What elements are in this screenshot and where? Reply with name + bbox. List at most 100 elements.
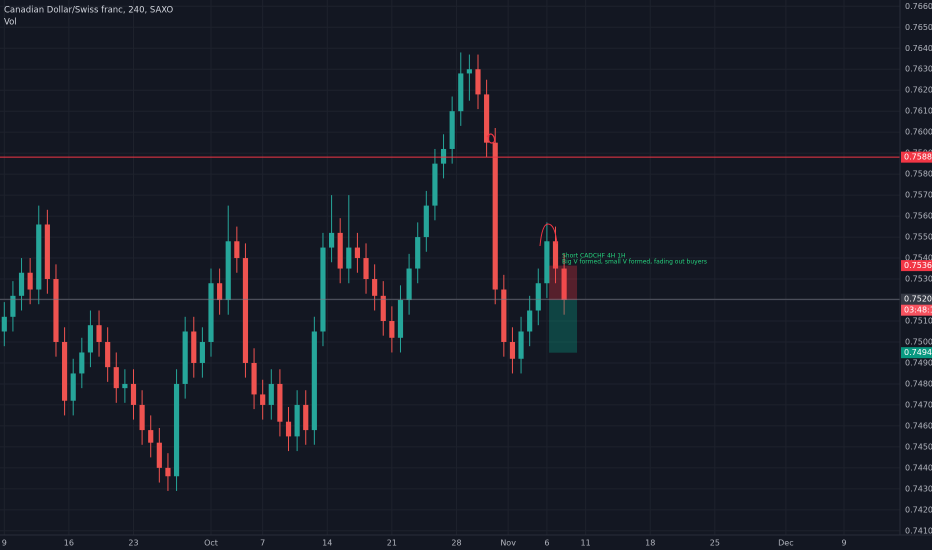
last-price-label: 0.75204 bbox=[904, 295, 932, 304]
candle-body bbox=[440, 148, 447, 164]
stop-price-label: 0.75364 bbox=[904, 261, 932, 270]
candle-body bbox=[182, 331, 188, 384]
volume-label: Vol bbox=[4, 18, 17, 28]
horizontal-line-box bbox=[901, 151, 932, 163]
candle-body bbox=[251, 362, 257, 395]
grid bbox=[0, 0, 900, 535]
candle-body bbox=[18, 272, 25, 296]
candle-body bbox=[406, 268, 412, 301]
candle-body bbox=[148, 430, 154, 443]
x-tick-label: 21 bbox=[387, 539, 397, 548]
candle-body bbox=[268, 383, 274, 405]
candle-body bbox=[156, 442, 162, 468]
candle-body bbox=[552, 241, 559, 269]
candle-body bbox=[389, 321, 395, 338]
candle-body bbox=[294, 404, 300, 437]
candle-body bbox=[484, 94, 490, 143]
candle-body bbox=[173, 383, 180, 477]
candle-body bbox=[354, 247, 360, 259]
candle-body bbox=[53, 279, 59, 342]
candle-body bbox=[105, 341, 111, 368]
candle-body bbox=[234, 241, 240, 259]
candle-body bbox=[191, 331, 197, 363]
candle-body bbox=[492, 142, 498, 290]
candle-body bbox=[561, 268, 567, 301]
stop-zone bbox=[549, 265, 578, 301]
x-tick-label: 23 bbox=[128, 539, 138, 548]
horizontal-line-label: 0.75881 bbox=[904, 153, 932, 162]
candle-body bbox=[432, 163, 438, 206]
candle-body bbox=[199, 341, 205, 363]
candle-body bbox=[311, 331, 317, 431]
candle-body bbox=[208, 283, 214, 342]
x-tick-label: 6 bbox=[544, 539, 549, 548]
candle-body bbox=[113, 367, 119, 389]
x-tick-label: 9 bbox=[841, 539, 846, 548]
candle-body bbox=[346, 247, 352, 269]
candle-body bbox=[415, 237, 421, 269]
candle-body bbox=[225, 241, 231, 301]
candle-body bbox=[527, 310, 533, 332]
candle-body bbox=[544, 241, 550, 284]
candle-body bbox=[10, 295, 16, 317]
x-tick-label: Nov bbox=[500, 539, 516, 548]
candle-body bbox=[139, 404, 145, 431]
candle-body bbox=[397, 300, 404, 338]
candle-body bbox=[423, 205, 429, 238]
candle-body bbox=[87, 325, 94, 353]
candle-body bbox=[475, 69, 481, 95]
y-tick-label: 0.76600 bbox=[905, 2, 932, 11]
candle-body bbox=[372, 279, 378, 296]
candle-body bbox=[70, 373, 76, 401]
annotation-line: Short CADCHF 4H 1H bbox=[562, 253, 626, 260]
candle-body bbox=[130, 383, 137, 405]
x-tick-label: Dec bbox=[778, 539, 793, 548]
countdown-box bbox=[901, 304, 932, 316]
candle-body bbox=[260, 394, 266, 405]
candle-body bbox=[320, 247, 326, 332]
candle-body bbox=[96, 325, 102, 342]
drawing-circle bbox=[486, 133, 496, 144]
x-tick-label: 25 bbox=[710, 539, 720, 548]
candle-body bbox=[466, 69, 472, 74]
x-tick-label: 28 bbox=[451, 539, 461, 548]
candle-body bbox=[62, 341, 68, 401]
candle-body bbox=[165, 467, 171, 477]
last-price-box bbox=[901, 293, 932, 305]
candle-body bbox=[36, 224, 42, 290]
candle-body bbox=[449, 111, 455, 149]
candle-body bbox=[303, 404, 309, 431]
candle-body bbox=[337, 232, 343, 269]
target-zone bbox=[549, 300, 578, 353]
candle-body bbox=[242, 258, 249, 363]
candle-body bbox=[535, 283, 541, 311]
drawing-arc bbox=[539, 223, 558, 247]
candle-body bbox=[277, 383, 283, 422]
candle-body bbox=[328, 232, 335, 248]
candle-body bbox=[27, 272, 33, 290]
candle-body bbox=[501, 289, 507, 342]
